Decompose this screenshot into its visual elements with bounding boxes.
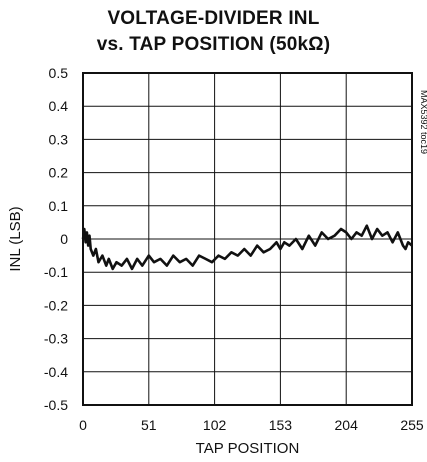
y-tick-label: 0.1 [49,198,69,214]
y-tick-label: -0.3 [44,331,68,347]
x-tick-label: 102 [203,417,227,433]
y-tick-label: -0.1 [44,264,68,280]
x-axis-label: TAP POSITION [196,440,300,457]
y-tick-label: 0 [60,231,68,247]
y-tick-label: 0.5 [49,65,69,81]
chart-title-line-2: vs. TAP POSITION (50kΩ) [96,34,331,55]
y-tick-label: 0.4 [49,98,69,114]
x-tick-label: 51 [141,417,157,433]
chart-title-line-1: VOLTAGE-DIVIDER INL [107,8,320,29]
y-tick-label: -0.2 [44,297,68,313]
y-tick-label: -0.5 [44,397,68,413]
y-tick-label: 0.2 [49,165,69,181]
y-tick-label: 0.3 [49,131,69,147]
tick-labels: 0 51 102 153 204 255 0.5 0.4 0.3 0.2 0.1 0 -0.1 -0.2 -… [44,65,424,433]
y-tick-label: -0.4 [44,364,68,380]
x-tick-label: 204 [335,417,359,433]
x-tick-label: 153 [269,417,293,433]
series-line-inl [81,224,413,271]
x-tick-label: 0 [79,417,87,433]
y-axis-label: INL (LSB) [7,206,24,271]
grid [83,73,412,405]
figure-id-label: MAX5392 toc19 [419,90,427,154]
x-tick-label: 255 [400,417,424,433]
